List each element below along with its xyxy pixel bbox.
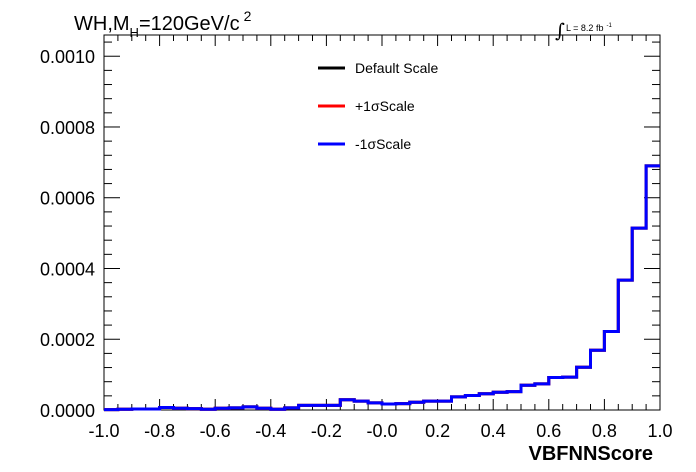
- y-axis-ticks: 0.0000 0.0002 0.0004 0.0006 0.0008 0.0010: [40, 41, 660, 421]
- legend-label: -1σScale: [355, 136, 411, 152]
- histogram-series: [104, 164, 660, 412]
- x-tick-label: -0.6: [200, 421, 231, 441]
- x-tick-label: -0.8: [144, 421, 175, 441]
- legend-label: Default Scale: [355, 60, 438, 76]
- y-tick-label: 0.0008: [40, 118, 95, 138]
- y-tick-label: 0.0006: [40, 189, 95, 209]
- y-tick-label: 0.0004: [40, 259, 95, 279]
- x-tick-label: -0.2: [311, 421, 342, 441]
- x-tick-label: -1.0: [88, 421, 119, 441]
- x-axis-label: VBFNNScore: [529, 443, 653, 465]
- y-tick-label: 0.0002: [40, 330, 95, 350]
- luminosity-label: L = 8.2 fb -1: [566, 23, 612, 33]
- y-tick-label: 0.0000: [40, 401, 95, 421]
- x-tick-label: 1.0: [647, 421, 672, 441]
- y-tick-label: 0.0010: [40, 47, 95, 67]
- x-tick-label: 0.4: [481, 421, 506, 441]
- legend: Default Scale +1σScale -1σScale: [318, 60, 438, 152]
- plot-frame: [103, 34, 661, 411]
- luminosity-integral-sign: ∫: [555, 20, 565, 42]
- x-tick-label: -0.4: [255, 421, 286, 441]
- legend-label: +1σScale: [355, 98, 415, 114]
- x-axis-ticks: -1.0 -0.8 -0.6 -0.4 -0.2 -0.0 0.2 0.4 0.6 0.8 1.0: [88, 35, 673, 441]
- x-tick-label: 0.2: [425, 421, 450, 441]
- series-line-2: [104, 164, 660, 412]
- chart-title: WH,MH=120GeV/c 2: [74, 8, 252, 40]
- x-tick-label: -0.0: [366, 421, 397, 441]
- x-tick-label: 0.6: [536, 421, 561, 441]
- x-tick-label: 0.8: [592, 421, 617, 441]
